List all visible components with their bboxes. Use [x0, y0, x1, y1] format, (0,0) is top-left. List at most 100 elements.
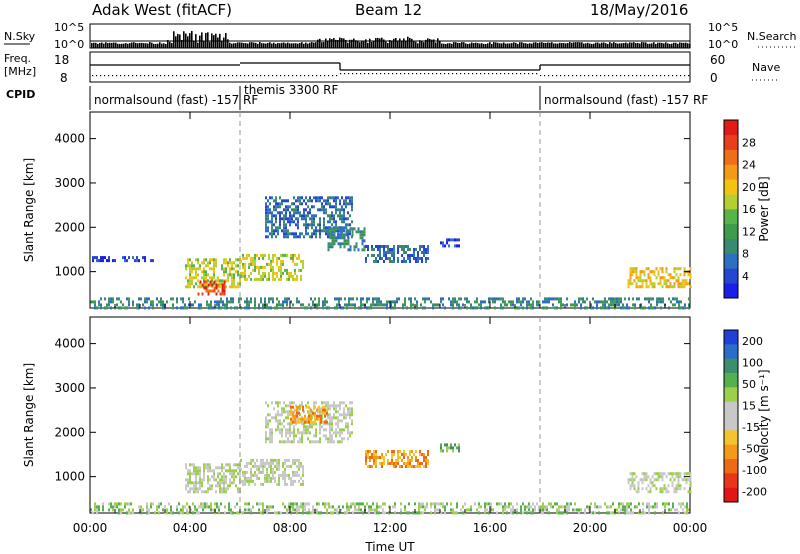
- scatter-cell: [671, 484, 674, 488]
- scatter-cell: [423, 245, 425, 248]
- scatter-cell: [356, 502, 358, 506]
- scatter-cell: [450, 443, 452, 447]
- scatter-cell: [488, 306, 490, 310]
- scatter-cell: [689, 484, 692, 488]
- nsky-bar: [331, 39, 333, 48]
- scatter-cell: [677, 475, 680, 479]
- scatter-cell: [265, 217, 267, 221]
- scatter-cell: [289, 401, 291, 405]
- scatter-cell: [223, 267, 225, 271]
- scatter-cell: [354, 508, 356, 512]
- nave-dot: [428, 73, 430, 75]
- figure-title: Adak West (fitACF): [92, 1, 232, 19]
- nsky-bar: [411, 38, 413, 48]
- nsky-bar: [93, 42, 95, 48]
- scatter-cell: [641, 481, 644, 485]
- scatter-cell: [224, 303, 226, 307]
- scatter-cell: [438, 303, 440, 307]
- scatter-cell: [645, 285, 648, 289]
- scatter-cell: [278, 256, 280, 260]
- scatter-cell: [400, 511, 402, 515]
- scatter-cell: [94, 303, 96, 307]
- scatter-cell: [450, 300, 452, 304]
- scatter-cell: [422, 505, 424, 509]
- scatter-cell: [333, 214, 335, 218]
- scatter-cell: [415, 450, 417, 453]
- x-tick-label: 08:00: [273, 521, 308, 535]
- scatter-cell: [321, 196, 323, 200]
- nsky-bar: [555, 43, 557, 48]
- scatter-cell: [280, 265, 282, 269]
- scatter-cell: [324, 300, 326, 304]
- scatter-cell: [283, 229, 285, 233]
- scatter-cell: [329, 245, 332, 249]
- nave-dot: [552, 75, 554, 77]
- scatter-cell: [285, 205, 287, 209]
- scatter-cell: [321, 401, 323, 405]
- colorbar-segment: [724, 253, 738, 269]
- scatter-cell: [452, 449, 454, 453]
- scatter-cell: [351, 196, 353, 200]
- scatter-cell: [246, 277, 248, 281]
- scatter-cell: [267, 205, 269, 209]
- scatter-cell: [235, 285, 237, 289]
- scatter-cell: [418, 511, 420, 515]
- scatter-cell: [292, 461, 294, 465]
- colorbar-segment: [724, 344, 738, 359]
- scatter-cell: [361, 239, 364, 243]
- scatter-cell: [128, 256, 130, 260]
- scatter-cell: [347, 248, 350, 252]
- scatter-cell: [242, 256, 244, 260]
- scatter-cell: [319, 437, 321, 441]
- scatter-cell: [269, 434, 271, 438]
- scatter-cell: [454, 511, 456, 515]
- scatter-cell: [229, 484, 231, 488]
- scatter-cell: [331, 205, 333, 209]
- scatter-cell: [282, 470, 284, 474]
- scatter-cell: [627, 481, 630, 485]
- scatter-cell: [365, 450, 367, 453]
- scatter-cell: [542, 300, 544, 304]
- nsky-bar: [123, 43, 125, 48]
- scatter-cell: [112, 297, 114, 301]
- scatter-cell: [201, 490, 203, 494]
- scatter-cell: [248, 253, 250, 257]
- scatter-cell: [416, 511, 418, 515]
- scatter-cell: [166, 511, 168, 515]
- scatter-cell: [196, 511, 198, 515]
- scatter-cell: [454, 238, 456, 242]
- scatter-cell: [242, 470, 244, 474]
- nsky-bar: [433, 39, 435, 48]
- scatter-cell: [254, 256, 256, 260]
- scatter-cell: [394, 511, 396, 515]
- scatter-cell: [291, 214, 293, 218]
- scatter-cell: [675, 475, 678, 479]
- scatter-cell: [689, 273, 692, 277]
- scatter-cell: [313, 407, 315, 411]
- scatter-cell: [296, 505, 298, 509]
- scatter-cell: [203, 258, 205, 262]
- scatter-cell: [339, 431, 341, 435]
- nave-dot: [284, 75, 286, 77]
- nsky-bar: [193, 41, 195, 48]
- nave-dot: [340, 73, 342, 75]
- scatter-cell: [338, 511, 340, 515]
- scatter-cell: [193, 490, 195, 494]
- scatter-cell: [331, 227, 334, 231]
- scatter-cell: [297, 223, 299, 227]
- scatter-cell: [413, 453, 415, 456]
- scatter-cell: [365, 453, 367, 456]
- scatter-cell: [252, 458, 254, 462]
- scatter-cell: [502, 511, 504, 515]
- scatter-cell: [290, 505, 292, 509]
- nsky-bar: [619, 43, 621, 48]
- scatter-cell: [246, 300, 248, 304]
- scatter-cell: [188, 303, 190, 307]
- scatter-cell: [642, 511, 644, 515]
- nsky-bar: [115, 42, 117, 48]
- nsky-bar: [147, 43, 149, 48]
- scatter-cell: [281, 434, 283, 438]
- scatter-cell: [262, 502, 264, 506]
- scatter-cell: [683, 282, 686, 286]
- scatter-cell: [300, 274, 302, 278]
